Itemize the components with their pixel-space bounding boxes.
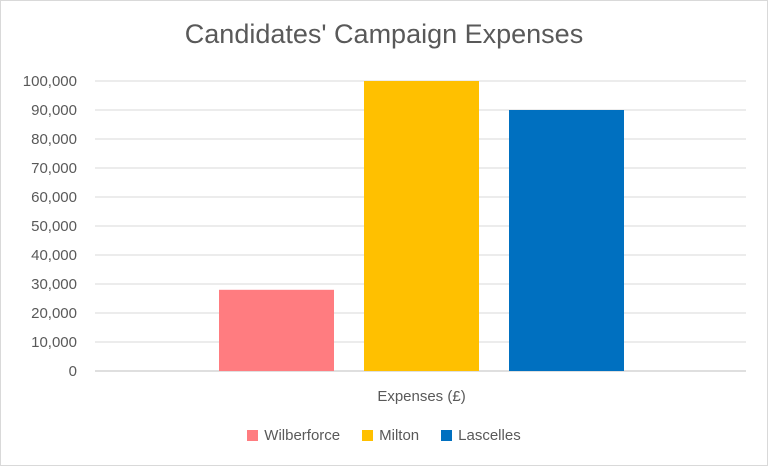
legend-item-lascelles: Lascelles	[441, 427, 521, 444]
y-tick-label: 0	[69, 363, 77, 380]
y-tick-label: 50,000	[31, 218, 77, 235]
y-tick-label: 30,000	[31, 276, 77, 293]
y-tick-label: 10,000	[31, 334, 77, 351]
y-tick-label: 90,000	[31, 102, 77, 119]
bar-wilberforce	[219, 289, 334, 371]
legend-label: Wilberforce	[264, 427, 341, 444]
legend: Wilberforce Milton Lascelles	[1, 427, 767, 444]
y-tick-label: 20,000	[31, 305, 77, 322]
legend-swatch	[247, 430, 259, 441]
x-axis-categories: Expenses (£)	[377, 388, 465, 405]
legend-swatch	[362, 430, 374, 441]
legend-item-milton: Milton	[362, 427, 419, 444]
bar-milton	[364, 81, 479, 371]
legend-item-wilberforce: Wilberforce	[247, 427, 340, 444]
y-axis-ticks: 0 10,000 20,000 30,000 40,000 50,000 60,000 70,…	[23, 73, 77, 380]
y-tick-label: 70,000	[31, 160, 77, 177]
y-tick-label: 40,000	[31, 247, 77, 264]
y-tick-label: 80,000	[31, 131, 77, 148]
y-tick-label: 100,000	[23, 73, 77, 90]
bars	[219, 81, 624, 371]
legend-label: Lascelles	[458, 427, 521, 444]
bar-lascelles	[509, 110, 624, 371]
legend-label: Milton	[379, 427, 420, 444]
chart-title: Candidates' Campaign Expenses	[184, 19, 584, 49]
legend-swatch	[441, 430, 453, 441]
y-tick-label: 60,000	[31, 189, 77, 206]
x-category-label: Expenses (£)	[377, 388, 465, 405]
